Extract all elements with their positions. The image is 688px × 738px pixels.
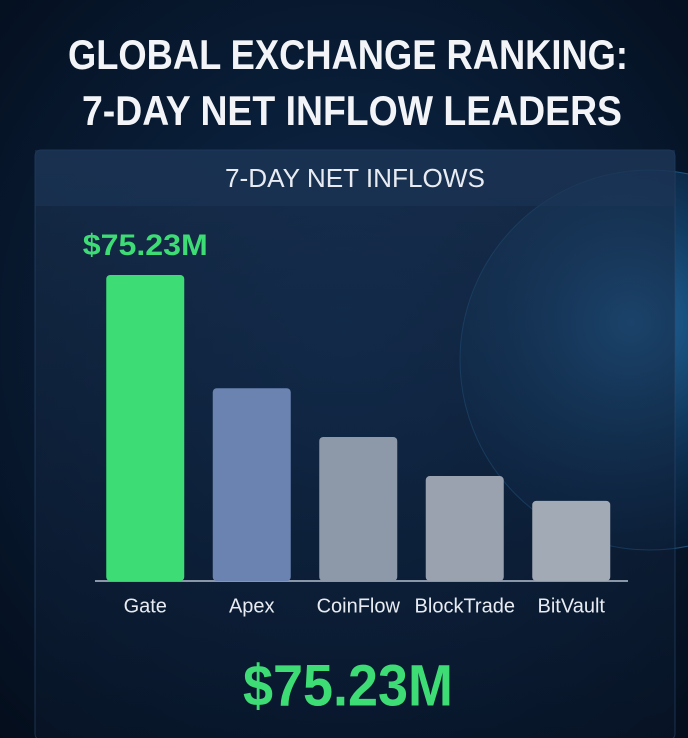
bar bbox=[319, 437, 398, 581]
x-tick-label: BlockTrade bbox=[415, 595, 515, 617]
chart-title: GLOBAL EXCHANGE RANKING: bbox=[68, 31, 628, 78]
chart-title: 7-DAY NET INFLOW LEADERS bbox=[82, 87, 622, 134]
bar bbox=[532, 500, 611, 581]
value-label: $75.23M bbox=[83, 229, 208, 262]
bar bbox=[106, 275, 185, 581]
bar bbox=[212, 388, 291, 581]
x-tick-label: Apex bbox=[229, 595, 275, 617]
x-tick-label: BitVault bbox=[538, 595, 606, 617]
panel-header bbox=[35, 150, 675, 206]
chart-subtitle: 7-DAY NET INFLOWS bbox=[225, 163, 485, 193]
annotation: $75.23M bbox=[243, 653, 453, 718]
bar bbox=[425, 476, 504, 581]
x-tick-label: Gate bbox=[124, 595, 167, 617]
x-tick-label: CoinFlow bbox=[317, 595, 401, 617]
